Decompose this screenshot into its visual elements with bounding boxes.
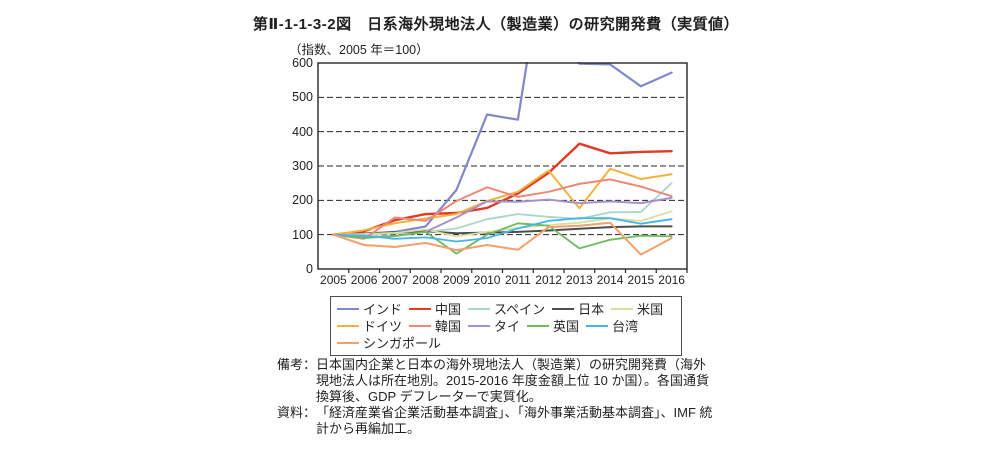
note-line: 現地法人は所在地別。2015-2016 年度金額上位 10 か国）。各国通貨 [316,373,709,388]
legend-item-台湾: 台湾 [586,316,638,335]
legend-label: 中国 [435,302,462,317]
plot-border [317,62,688,270]
x-tick-label-2007: 2007 [381,273,409,287]
legend-item-英国: 英国 [527,316,579,335]
x-tick-label-2005: 2005 [320,273,347,287]
legend-label: 英国 [553,319,580,334]
legend-line-swatch [337,324,359,327]
x-tick-label-2014: 2014 [596,273,624,287]
legend-item-タイ: タイ [468,316,520,335]
y-tick-label-400: 400 [292,124,313,139]
y-tick-label-100: 100 [292,227,313,242]
legend-line-swatch [409,324,432,327]
series-line-シンガポール [332,221,673,256]
legend-line-swatch [552,307,575,310]
figure-title: 第Ⅱ-1-1-3-2図 日系海外現地法人（製造業）の研究開発費（実質値） [252,16,740,33]
note-line: 計から再編加工。 [316,421,421,436]
note-line: 換算後、GDP デフレーターで実質化。 [316,389,542,404]
line-chart-canvas [317,62,688,273]
legend-label: 韓国 [435,319,462,334]
legend-row-1: インド 中国 スペイン 日本 米国 [337,300,675,317]
legend-item-シンガポール: シンガポール [337,333,441,352]
x-tick-label-2016: 2016 [658,273,685,287]
legend-label: 日本 [578,302,605,317]
legend-line-swatch [468,307,491,310]
legend-label: ドイツ [363,319,403,334]
y-tick-label-0: 0 [306,262,313,276]
legend-label: スペイン [494,302,546,317]
legend-row-2: ドイツ 韓国 タイ 英国 台湾 [337,317,675,334]
series-lines [332,62,673,256]
note-line: 「経済産業省企業活動基本調査」、「海外事業活動基本調査」、IMF 統 [316,405,713,420]
legend-label: 台湾 [612,319,639,334]
legend-label: タイ [494,319,521,334]
legend-line-swatch [409,307,432,310]
x-tick-label-2009: 2009 [443,273,470,287]
legend-line-swatch [586,324,609,327]
legend-label: インド [363,302,403,317]
legend-row-3: シンガポール [337,334,675,351]
x-tick-label-2015: 2015 [627,273,655,287]
x-tick-label-2006: 2006 [350,273,378,287]
note-remarks-label: 備考： [277,357,317,372]
legend-line-swatch [611,307,634,310]
legend-line-swatch [337,307,359,310]
note-source-text: 「経済産業省企業活動基本調査」、「海外事業活動基本調査」、IMF 統 計から再編… [316,405,713,437]
note-source-label: 資料： [277,405,317,420]
series-line-台湾 [332,217,673,243]
y-tick-label-200: 200 [292,193,313,208]
note-source: 資料： 「経済産業省企業活動基本調査」、「海外事業活動基本調査」、IMF 統 計… [277,405,757,437]
x-tick-label-2012: 2012 [535,273,562,287]
chart-legend: インド 中国 スペイン 日本 米国ドイツ 韓国 タイ 英国 台湾シンガポール [330,296,682,356]
legend-item-スペイン: スペイン [468,299,545,318]
series-line-中国 [332,142,673,236]
legend-item-ドイツ: ドイツ [337,316,402,335]
y-tick-label-600: 600 [292,56,313,70]
legend-line-swatch [468,324,491,327]
x-tick-label-2011: 2011 [504,273,531,287]
note-line: 日本国内企業と日本の海外現地法人（製造業）の研究開発費（海外 [316,357,707,372]
legend-item-米国: 米国 [611,299,663,318]
axis-unit-note: （指数、2005 年＝100） [289,43,429,57]
legend-label: 米国 [637,302,664,317]
x-tick-label-2010: 2010 [473,273,501,287]
x-tick-label-2013: 2013 [566,273,593,287]
legend-line-swatch [337,341,359,344]
x-tick-label-2008: 2008 [412,273,439,287]
legend-item-中国: 中国 [409,299,461,318]
series-line-韓国 [332,178,673,240]
series-line-英国 [332,222,673,255]
y-tick-label-300: 300 [292,159,313,173]
legend-item-韓国: 韓国 [409,316,461,335]
note-remarks-text: 日本国内企業と日本の海外現地法人（製造業）の研究開発費（海外 現地法人は所在地別… [316,357,709,405]
y-tick-label-500: 500 [292,90,313,105]
legend-label: シンガポール [363,336,442,351]
series-line-ドイツ [332,167,673,236]
plot-area [317,62,688,273]
note-remarks: 備考： 日本国内企業と日本の海外現地法人（製造業）の研究開発費（海外 現地法人は… [277,357,757,405]
legend-item-日本: 日本 [552,299,604,318]
legend-line-swatch [527,324,550,327]
legend-item-インド: インド [337,299,402,318]
